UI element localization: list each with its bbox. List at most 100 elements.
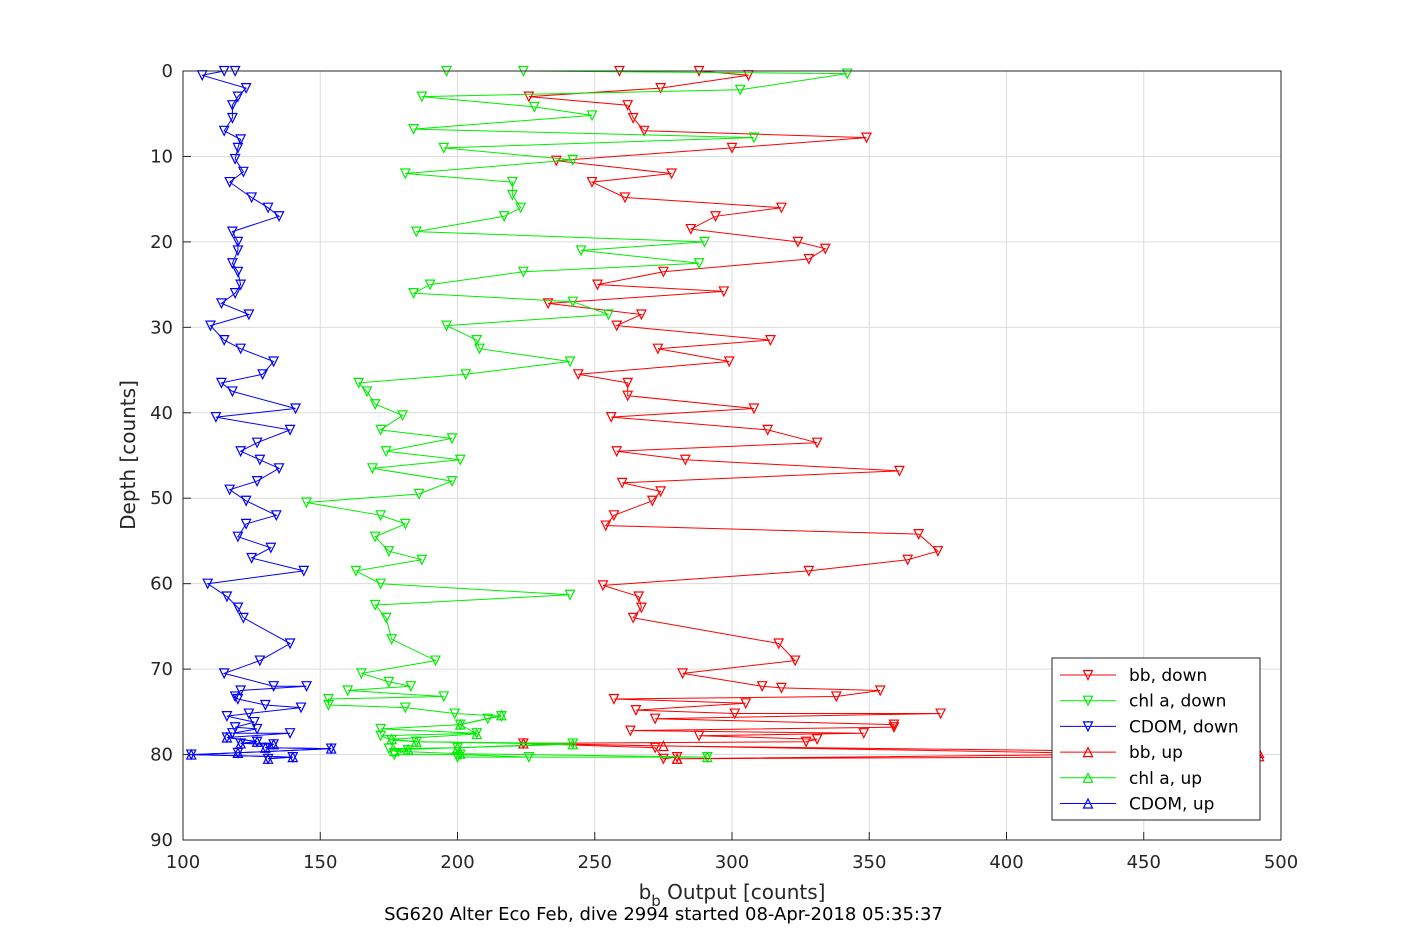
y-tick-label: 60 [150,574,173,595]
data-point-marker [232,91,244,103]
data-point-marker [229,153,241,165]
data-point-marker [830,691,842,703]
data-point-marker [235,279,247,291]
legend-entry-label: chl a, down [1129,692,1226,712]
data-point-marker [542,298,554,310]
data-point-marker [224,484,236,496]
data-point-marker [232,693,244,705]
data-point-marker [932,546,944,558]
data-point-marker [323,699,334,711]
data-point-marker [630,705,642,716]
data-point-marker [729,708,741,720]
data-point-marker [627,112,639,124]
x-tick-label: 150 [303,852,337,873]
y-tick-label: 50 [150,488,173,509]
legend-swatch-marker [1082,746,1094,758]
data-point-marker [240,518,252,530]
data-point-marker [600,520,612,532]
data-point-marker [803,253,815,265]
data-point-marker [226,100,238,112]
data-point-marker [369,599,381,611]
data-point-marker [567,738,579,750]
legend-swatch-marker [1082,669,1094,681]
data-point-marker [811,734,823,746]
data-point-marker [246,192,258,204]
data-point-marker [408,288,420,299]
data-point-marker [248,716,260,728]
data-point-marker [677,668,689,680]
legend-entry-label: CDOM, down [1129,717,1239,737]
data-point-marker [265,542,277,554]
x-axis-label-subscript: b [651,892,661,910]
data-point-marker [325,742,337,754]
data-point-marker [232,266,244,278]
data-point-marker [438,691,450,703]
data-point-marker [619,192,631,204]
data-point-marker [611,446,623,458]
data-point-marker [259,699,271,711]
data-point-marker [575,245,587,257]
data-point-marker [226,258,238,270]
data-point-marker [800,736,812,748]
data-point-marker [441,320,452,332]
x-axis-ticks: 100 150 200 250 300 350 400 450 500 [166,832,1298,873]
data-point-marker [646,495,658,507]
y-axis-ticks: 0 10 20 30 40 50 60 70 80 90 [150,61,191,851]
data-point-marker [819,243,831,255]
data-point-marker [693,730,705,742]
data-point-marker [273,463,285,475]
data-point-marker [232,531,244,543]
x-axis-label: bb Output [counts] [639,880,826,910]
series-4 [386,709,713,763]
data-point-marker [841,68,853,80]
data-point-marker [399,702,411,714]
data-point-marker [383,546,395,558]
data-point-marker [438,142,450,154]
data-point-marker [773,638,785,650]
data-point-marker [649,713,661,725]
data-point-marker [622,100,634,112]
data-point-marker [454,454,466,466]
data-point-marker [405,681,417,693]
data-point-marker [764,335,776,346]
data-point-marker [473,343,485,355]
data-point-marker [608,693,620,705]
data-point-marker [517,266,529,278]
data-point-marker [251,437,263,449]
footer-caption: SG620 Alter Eco Feb, dive 2994 started 0… [384,904,943,925]
data-point-marker [270,510,282,522]
y-tick-label: 80 [150,745,173,766]
y-tick-label: 30 [150,317,173,338]
data-point-marker [229,288,241,299]
data-point-marker [775,682,787,694]
data-point-marker [232,142,244,154]
series-line [523,70,941,760]
data-point-marker [215,298,227,310]
data-point-marker [586,176,598,188]
data-point-marker [762,424,774,436]
data-point-marker [495,709,507,721]
data-point-marker [564,589,576,601]
data-point-marker [268,356,280,368]
data-point-marker [627,612,639,624]
x-tick-label: 100 [166,852,200,873]
data-point-marker [397,410,409,422]
data-point-marker [246,552,258,564]
y-tick-label: 0 [162,61,173,82]
data-point-marker [597,580,609,592]
data-point-marker [287,751,299,763]
data-point-marker [748,403,760,415]
data-point-marker [622,390,634,402]
legend-box [1051,657,1261,821]
data-point-marker [416,554,428,566]
data-point-marker [301,497,312,509]
data-point-marker [375,730,387,742]
data-point-marker [232,236,244,248]
data-point-marker [893,465,905,477]
data-point-marker [608,510,620,522]
data-point-marker [452,741,463,753]
data-point-marker [685,223,697,235]
data-point-marker [792,236,804,248]
data-point-marker [523,752,535,763]
data-point-marker [284,728,296,740]
